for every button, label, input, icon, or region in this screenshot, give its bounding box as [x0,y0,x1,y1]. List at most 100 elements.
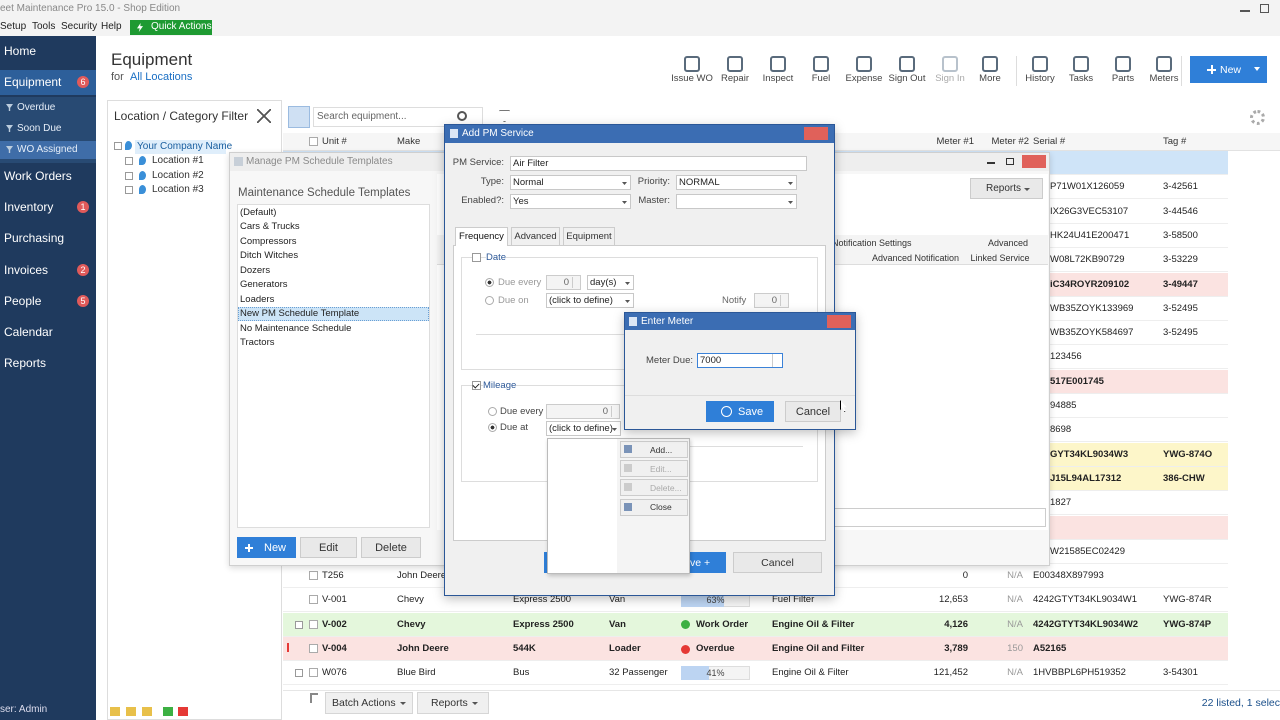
footer-icon[interactable] [126,707,136,716]
radio[interactable] [487,422,497,432]
toolbar-label[interactable]: Sign In [935,73,965,84]
nav-item[interactable]: Reports [4,356,47,371]
template-item[interactable]: Cars & Trucks [240,221,300,232]
popup-button[interactable] [620,498,688,516]
menu-item[interactable]: Help [101,21,122,32]
badge-count: 5 [80,295,86,306]
priority-select[interactable] [676,175,797,190]
add-pm-close[interactable] [804,127,828,140]
grid-row[interactable] [283,588,1228,613]
footer-icon[interactable] [178,707,188,716]
footer-icon[interactable] [163,707,173,716]
filter-item[interactable]: Soon Due [17,123,62,134]
radio[interactable] [484,295,494,305]
nav-item[interactable]: People [4,293,42,308]
enter-meter-close[interactable] [827,315,851,328]
list-view-button[interactable] [288,106,310,128]
toolbar-label[interactable]: History [1025,73,1055,84]
meter-due-input[interactable] [697,353,783,368]
template-item[interactable]: Loaders [240,293,275,305]
grid-row[interactable] [283,612,1228,637]
new-button[interactable] [1190,56,1267,83]
row-expander[interactable] [295,669,303,678]
nav-item[interactable]: Calendar [4,325,53,339]
popup-button[interactable] [620,441,688,458]
due-at-select[interactable] [546,421,621,436]
footer-icon[interactable] [110,707,120,716]
template-item[interactable]: New PM Schedule Template [240,308,360,319]
toolbar-label[interactable]: More [979,73,1001,84]
filter-item[interactable]: Overdue [17,102,56,113]
master-select[interactable] [676,194,797,209]
template-item[interactable]: Ditch Witches [240,250,299,261]
badge [77,263,89,276]
spinner[interactable] [546,404,620,419]
template-item[interactable]: Generators [240,279,288,290]
quick-actions-button[interactable] [130,20,212,35]
filter-panel-close[interactable] [257,109,271,123]
template-item[interactable]: Compressors [240,235,297,247]
nav-item[interactable]: Equipment [4,75,62,89]
toolbar-label[interactable]: Parts [1111,73,1135,84]
menu-item[interactable]: Tools [32,21,56,32]
toolbar-label[interactable]: Fuel [811,73,831,84]
template-item[interactable]: (Default) [240,206,277,218]
toolbar-label[interactable]: Expense [845,73,883,84]
minimize-button[interactable] [1240,4,1250,12]
batch-actions-button[interactable] [325,692,413,714]
tree-node[interactable]: Location #3 [152,184,204,195]
toolbar-label[interactable]: Tasks [1068,73,1094,84]
menu-item[interactable]: Setup [0,21,27,32]
enabled-select[interactable] [510,194,631,209]
type-select[interactable] [510,175,631,190]
template-new-button[interactable] [237,537,296,558]
search-box[interactable] [313,107,483,127]
nav-item[interactable]: Invoices [4,262,49,277]
due-on-select[interactable] [546,293,634,308]
unit-select[interactable] [587,275,634,290]
toolbar-label[interactable]: Sign Out [888,73,926,84]
date-checkbox[interactable] [472,253,481,262]
tree-root[interactable]: Your Company Name [137,141,233,152]
template-item[interactable]: Dozers [240,264,271,276]
tab[interactable] [455,227,508,246]
toolbar-label[interactable]: Repair [721,73,749,84]
manage-close[interactable] [1022,155,1046,168]
grid-row[interactable] [283,661,1228,686]
radio[interactable] [487,406,497,416]
toolbar-label[interactable]: Issue WO [671,73,713,84]
template-item[interactable]: No Maintenance Schedule [240,322,352,334]
meter-cancel-button[interactable] [785,401,841,422]
location-link[interactable]: All Locations [130,71,193,83]
toolbar-label[interactable]: Meters [1149,73,1179,84]
manage-heading: Maintenance Schedule Templates [238,187,411,199]
filter-item[interactable]: WO Assigned [17,144,78,155]
footer-icon[interactable] [142,707,152,716]
row-expander[interactable] [295,620,303,629]
settings-gear[interactable] [1250,110,1265,125]
restore-button[interactable] [1260,4,1269,13]
nav-item[interactable]: Home [4,44,37,58]
nav-item[interactable]: Inventory [4,200,54,215]
manage-dialog-title: Manage PM Schedule Templates [246,156,393,167]
menu-item[interactable]: Security [61,21,98,32]
manage-maximize[interactable] [1006,158,1014,165]
tab[interactable] [563,227,615,246]
template-item[interactable]: Tractors [240,337,275,348]
nav-item[interactable]: Work Orders [4,169,72,183]
grid-row[interactable] [283,637,1228,661]
manage-minimize[interactable] [987,162,995,164]
reports-button[interactable] [417,692,489,714]
mileage-checkbox[interactable] [472,381,481,390]
cancel-button[interactable] [733,552,822,573]
template-edit-button[interactable] [300,537,357,558]
template-delete-button[interactable] [361,537,421,558]
tab[interactable] [511,227,560,246]
toolbar-label[interactable]: Inspect [762,73,794,84]
tree-node[interactable]: Location #2 [152,169,204,181]
tree-node[interactable]: Location #1 [152,155,204,166]
pm-service-input[interactable] [510,156,807,171]
detail-reports-button[interactable] [970,178,1043,199]
radio[interactable] [484,277,494,287]
nav-item[interactable]: Purchasing [4,231,65,246]
